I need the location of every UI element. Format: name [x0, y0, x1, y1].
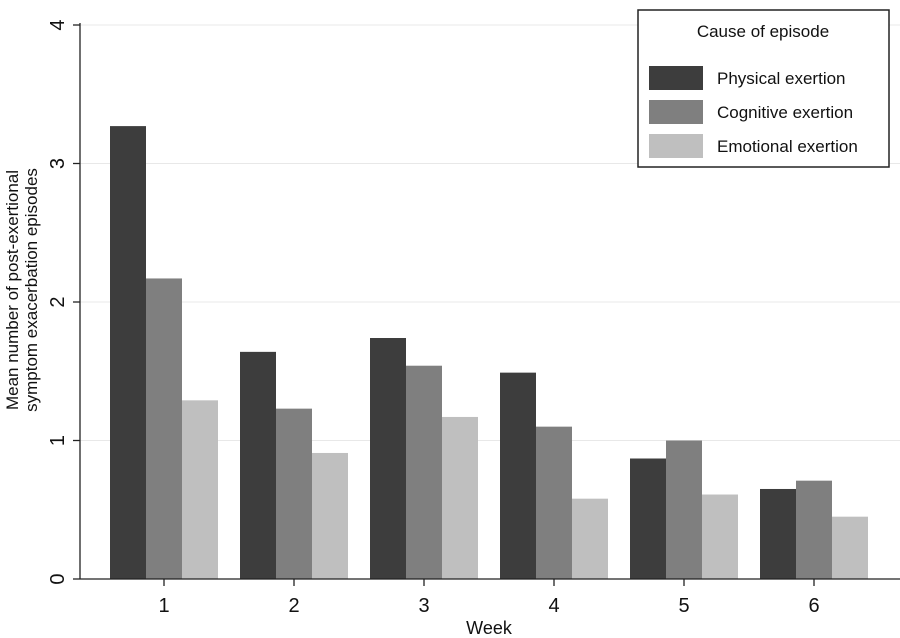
- bar-physical-exertion-week-3: [370, 338, 406, 579]
- bar-emotional-exertion-week-4: [572, 498, 608, 579]
- y-tick-label: 3: [47, 158, 69, 169]
- legend-swatch-cognitive-exertion: [649, 100, 703, 124]
- bar-physical-exertion-week-5: [630, 458, 666, 579]
- x-tick-label: 5: [678, 595, 689, 617]
- bar-cognitive-exertion-week-5: [666, 440, 702, 579]
- x-tick-label: 3: [418, 595, 429, 617]
- bar-cognitive-exertion-week-6: [796, 480, 832, 579]
- x-tick-label: 1: [158, 595, 169, 617]
- legend-title: Cause of episode: [697, 22, 829, 41]
- x-axis-label: Week: [466, 618, 513, 638]
- legend: Cause of episode Physical exertion Cognit…: [637, 9, 890, 168]
- x-tick-label: 6: [808, 595, 819, 617]
- bar-cognitive-exertion-week-4: [536, 426, 572, 579]
- x-axis: 1 2 3 4 5 6: [80, 578, 900, 617]
- y-axis-label-line-2: symptom exacerbation episodes: [22, 168, 41, 412]
- y-axis: 0 1 2 3 4: [47, 19, 81, 585]
- bars: [110, 126, 868, 579]
- bar-emotional-exertion-week-3: [442, 416, 478, 579]
- bar-physical-exertion-week-6: [760, 488, 796, 579]
- y-tick-label: 0: [47, 573, 69, 584]
- x-tick-label: 2: [288, 595, 299, 617]
- legend-label: Emotional exertion: [717, 137, 858, 156]
- bar-cognitive-exertion-week-1: [146, 278, 182, 579]
- legend-label: Physical exertion: [717, 69, 846, 88]
- y-tick-label: 4: [47, 19, 69, 30]
- bar-emotional-exertion-week-5: [702, 494, 738, 579]
- bar-cognitive-exertion-week-2: [276, 408, 312, 579]
- bar-physical-exertion-week-4: [500, 372, 536, 579]
- legend-label: Cognitive exertion: [717, 103, 853, 122]
- bar-physical-exertion-week-1: [110, 126, 146, 579]
- bar-emotional-exertion-week-6: [832, 516, 868, 579]
- x-tick-label: 4: [548, 595, 559, 617]
- y-tick-label: 1: [47, 435, 69, 446]
- y-axis-label-line-1: Mean number of post-exertional: [3, 170, 22, 410]
- bar-emotional-exertion-week-1: [182, 400, 218, 579]
- bar-cognitive-exertion-week-3: [406, 365, 442, 579]
- bar-physical-exertion-week-2: [240, 351, 276, 579]
- legend-swatch-physical-exertion: [649, 66, 703, 90]
- legend-swatch-emotional-exertion: [649, 134, 703, 158]
- y-tick-label: 2: [47, 296, 69, 307]
- bar-emotional-exertion-week-2: [312, 452, 348, 579]
